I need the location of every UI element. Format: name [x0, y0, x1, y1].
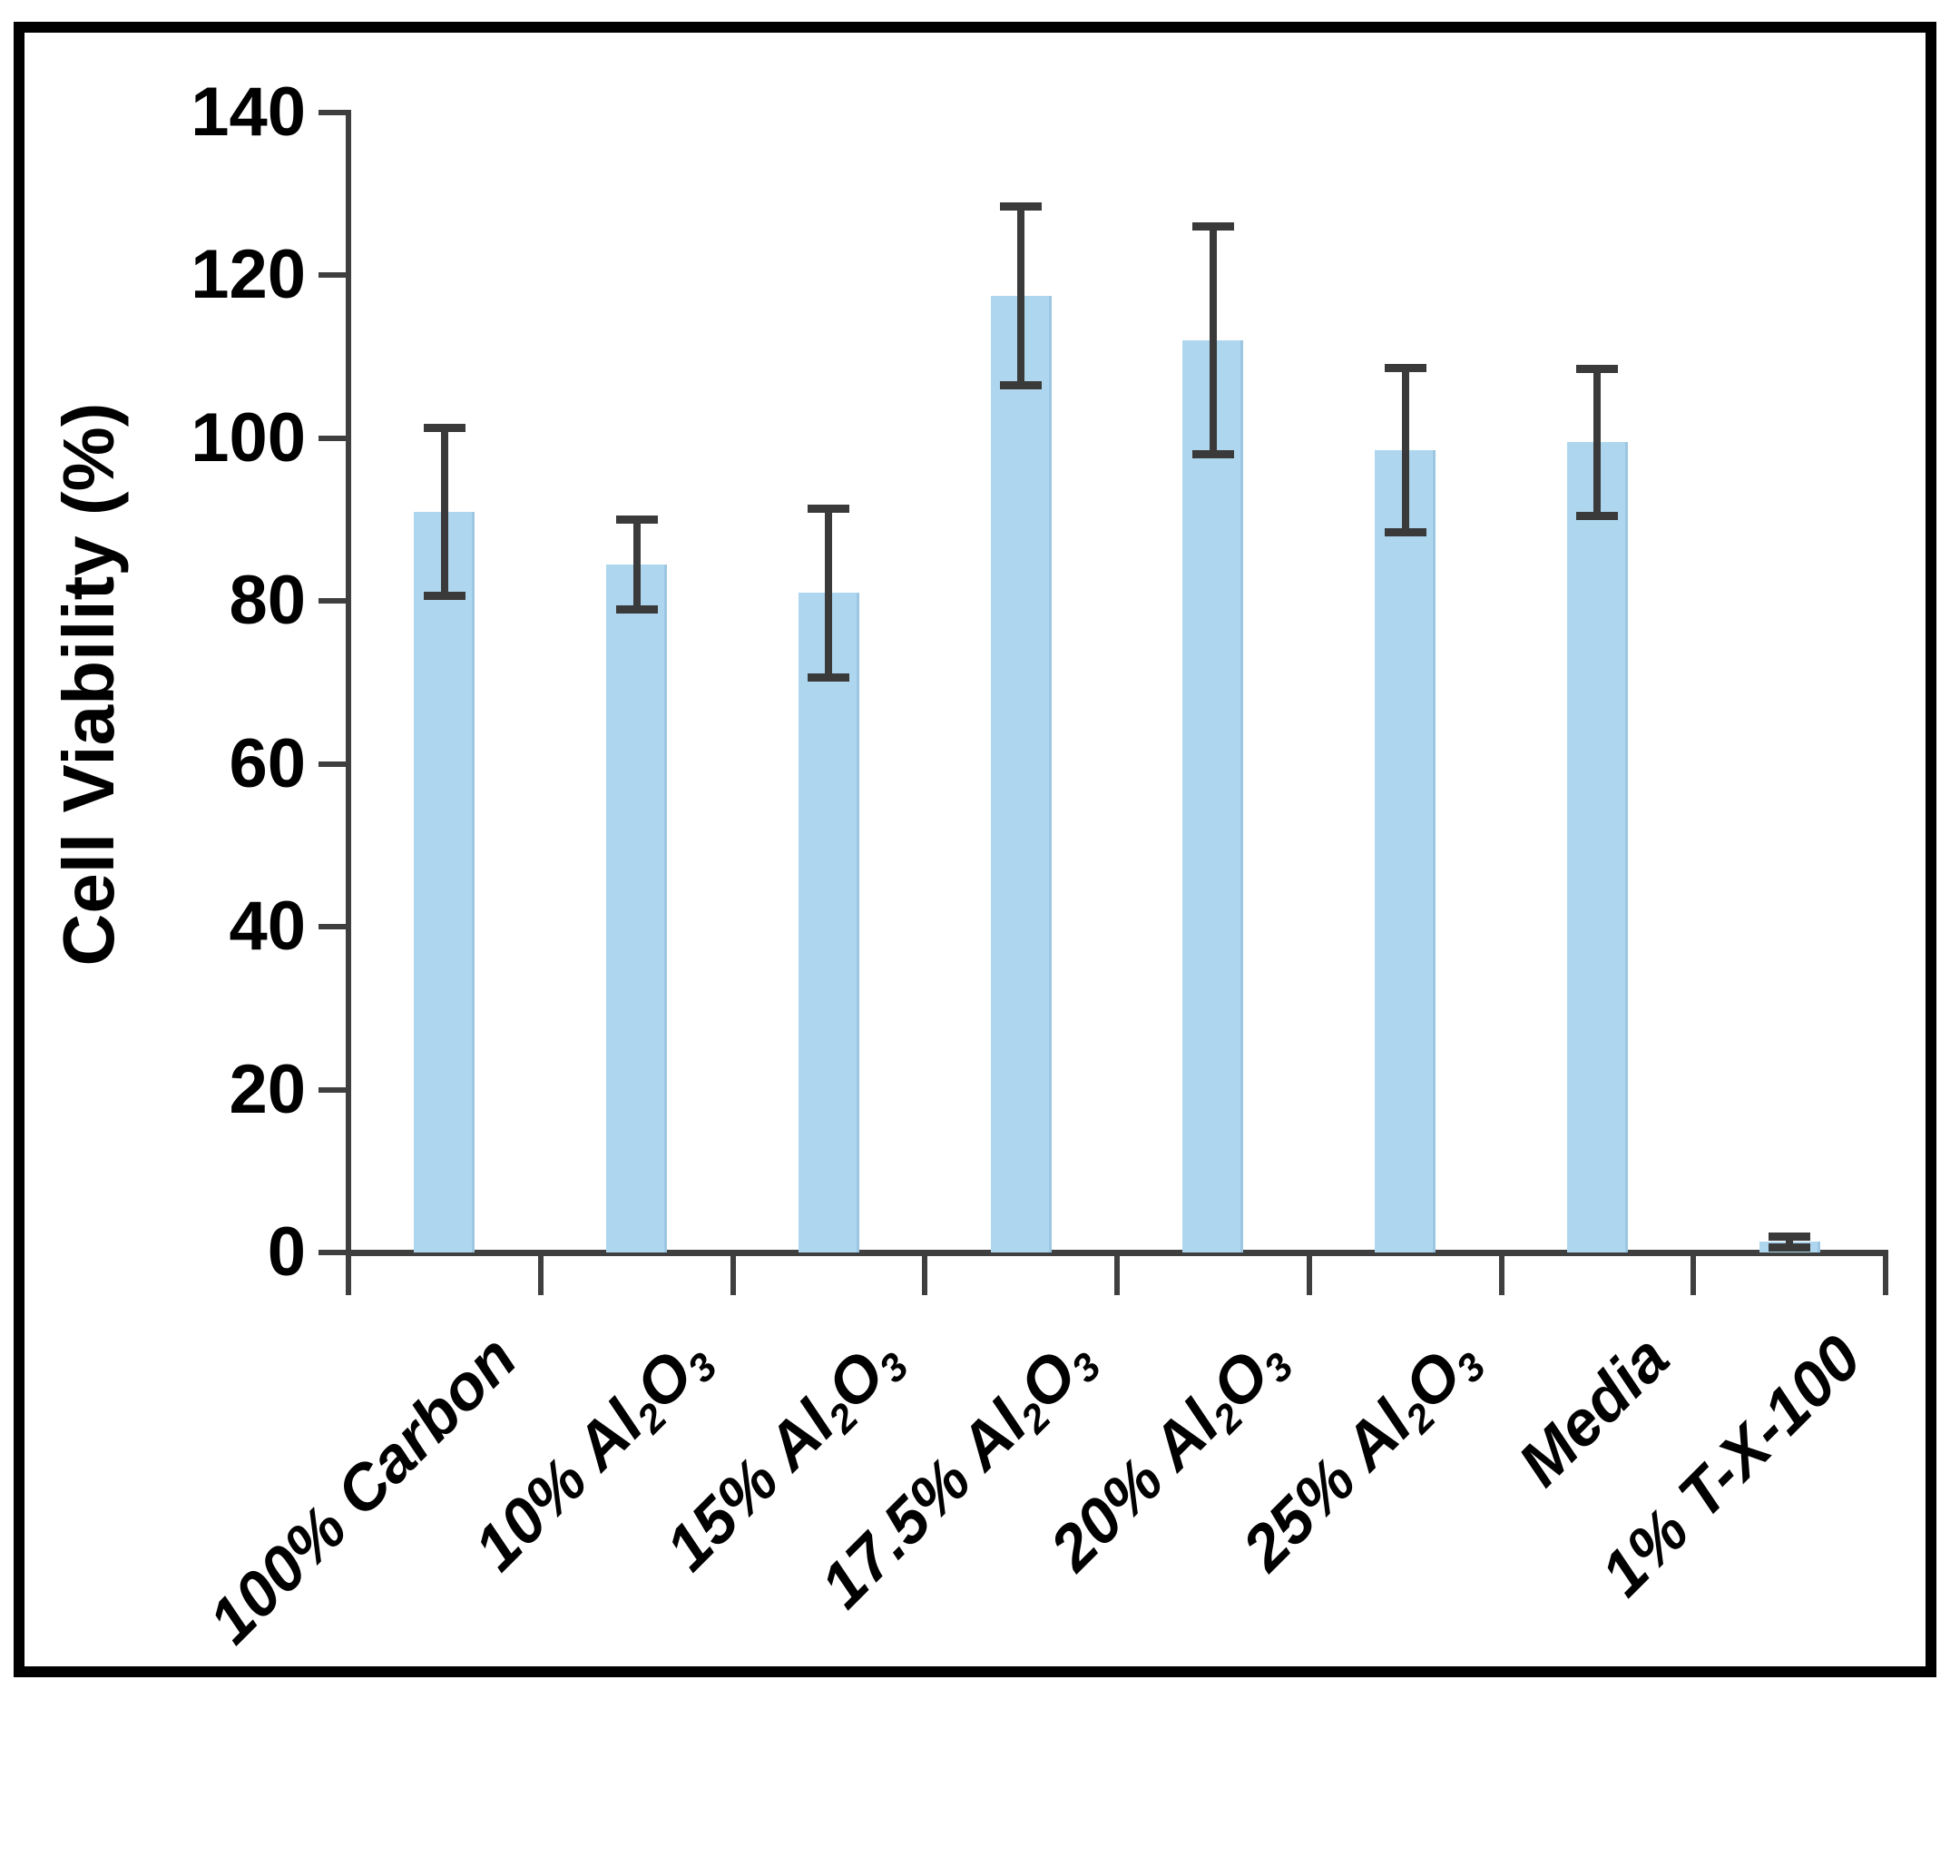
error-bar-line	[1210, 227, 1217, 455]
bar-25-al2o3	[1375, 450, 1436, 1252]
error-bar-cap-bottom	[1192, 450, 1234, 458]
error-bar-cap-bottom	[1385, 528, 1426, 536]
subscript: 2	[1397, 1395, 1445, 1442]
y-axis-tick	[318, 1087, 346, 1093]
x-axis-tick	[922, 1255, 927, 1295]
x-axis-tick	[730, 1255, 736, 1295]
error-bar-cap-bottom	[424, 592, 466, 600]
error-bar-line	[1593, 369, 1601, 516]
y-tick-label: 140	[191, 74, 306, 151]
error-bar-cap-top	[808, 505, 849, 513]
y-tick-label: 80	[229, 562, 306, 639]
error-bar-cap-bottom	[616, 605, 658, 614]
error-bar-line	[1017, 206, 1024, 385]
error-bar-cap-top	[616, 516, 658, 524]
error-bar-cap-bottom	[808, 673, 849, 682]
subscript: 3	[870, 1344, 917, 1391]
y-axis-title: Cell Viability (%)	[48, 402, 129, 967]
error-bar-cap-top	[1192, 222, 1234, 231]
error-bar-cap-top	[1769, 1233, 1810, 1241]
subscript: 2	[629, 1395, 676, 1442]
bar-17-5-al2o3	[991, 296, 1052, 1252]
y-tick-label: 60	[229, 725, 306, 802]
error-bar-line	[441, 427, 448, 595]
x-axis-tick	[1690, 1255, 1696, 1295]
subscript: 3	[1447, 1344, 1494, 1391]
error-bar-cap-bottom	[1000, 381, 1042, 389]
y-tick-label: 40	[229, 888, 306, 965]
subscript: 2	[1205, 1395, 1252, 1442]
bar-15-al2o3	[799, 593, 859, 1252]
y-axis-tick	[318, 1250, 346, 1255]
error-bar-line	[1402, 368, 1409, 533]
y-tick-label: 100	[191, 399, 306, 476]
x-axis-tick	[1307, 1255, 1312, 1295]
x-axis-tick	[538, 1255, 544, 1295]
bar-10-al2o3	[606, 565, 667, 1252]
y-axis-tick	[318, 924, 346, 929]
y-tick-label: 0	[267, 1213, 306, 1291]
error-bar-line	[1786, 1236, 1793, 1248]
subscript: 3	[1063, 1344, 1110, 1391]
y-tick-label: 20	[229, 1051, 306, 1128]
error-bar-line	[825, 508, 832, 678]
bar-100-carbon	[414, 512, 475, 1252]
subscript: 3	[1255, 1344, 1302, 1391]
y-axis-tick	[318, 110, 346, 115]
error-bar-cap-bottom	[1576, 512, 1618, 520]
error-bar-cap-top	[1576, 365, 1618, 373]
x-axis-tick	[346, 1255, 351, 1295]
y-axis-tick	[318, 598, 346, 604]
x-axis-tick	[1499, 1255, 1504, 1295]
x-axis-tick	[1114, 1255, 1120, 1295]
error-bar-cap-top	[424, 424, 466, 432]
subscript: 2	[1013, 1395, 1060, 1442]
y-axis-tick	[318, 272, 346, 278]
y-axis-tick	[318, 761, 346, 767]
y-tick-label: 120	[191, 236, 306, 313]
y-axis-line	[346, 110, 351, 1255]
error-bar-cap-top	[1385, 364, 1426, 372]
error-bar-cap-top	[1000, 202, 1042, 211]
x-axis-line	[346, 1250, 1888, 1256]
x-axis-tick	[1883, 1255, 1888, 1295]
subscript: 2	[820, 1395, 867, 1442]
subscript: 3	[679, 1344, 726, 1391]
error-bar-line	[633, 520, 641, 610]
cell-viability-bar-chart: Cell Viability (%) 0 20 40 60 80 100 120 140 100…	[14, 22, 1936, 1677]
error-bar-cap-bottom	[1769, 1243, 1810, 1252]
bar-20-al2o3	[1182, 340, 1243, 1252]
y-axis-tick	[318, 436, 346, 441]
bar-media	[1567, 442, 1628, 1252]
